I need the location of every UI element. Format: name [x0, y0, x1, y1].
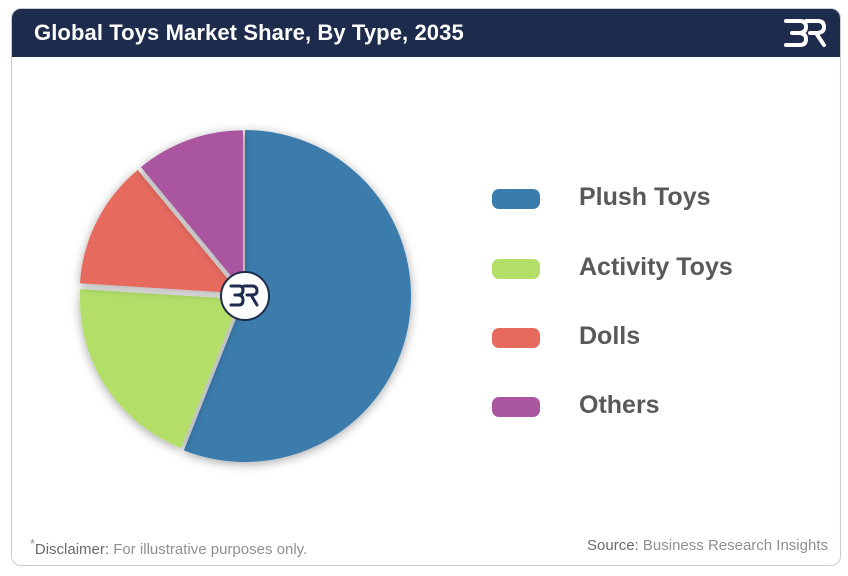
center-logo — [220, 271, 270, 321]
pie-chart — [79, 130, 412, 463]
source-text: Business Research Insights — [642, 537, 828, 554]
chart-title: Global Toys Market Share, By Type, 2035 — [34, 20, 464, 45]
legend-item-plush-toys: Plush Toys — [492, 179, 792, 219]
legend-label: Plush Toys — [579, 183, 711, 211]
legend-item-activity-toys: Activity Toys — [492, 249, 792, 289]
pie-slice-dolls — [79, 169, 240, 294]
pie-slice-activity-toys — [79, 289, 240, 448]
brand-logo-icon — [784, 19, 826, 47]
disclaimer: *Disclaimer: For illustrative purposes o… — [30, 537, 308, 558]
header-bar: Global Toys Market Share, By Type, 2035 — [12, 9, 840, 57]
source: Source: Business Research Insights — [587, 537, 828, 554]
chart-card: Global Toys Market Share, By Type, 2035 — [11, 8, 841, 566]
source-label: Source: — [587, 537, 639, 554]
legend-item-dolls: Dolls — [492, 318, 792, 358]
pie-slice-others — [140, 130, 243, 291]
legend-swatch — [492, 397, 540, 417]
legend-label: Dolls — [579, 322, 641, 350]
legend-swatch — [492, 189, 540, 209]
pie-slice-plush-toys — [183, 130, 412, 463]
disclaimer-label: Disclaimer: — [34, 541, 110, 558]
legend-label: Activity Toys — [579, 253, 733, 281]
disclaimer-text: For illustrative purposes only. — [113, 541, 308, 558]
legend-label: Others — [579, 391, 660, 419]
legend-item-others: Others — [492, 387, 792, 427]
legend-swatch — [492, 259, 540, 279]
legend-swatch — [492, 328, 540, 348]
